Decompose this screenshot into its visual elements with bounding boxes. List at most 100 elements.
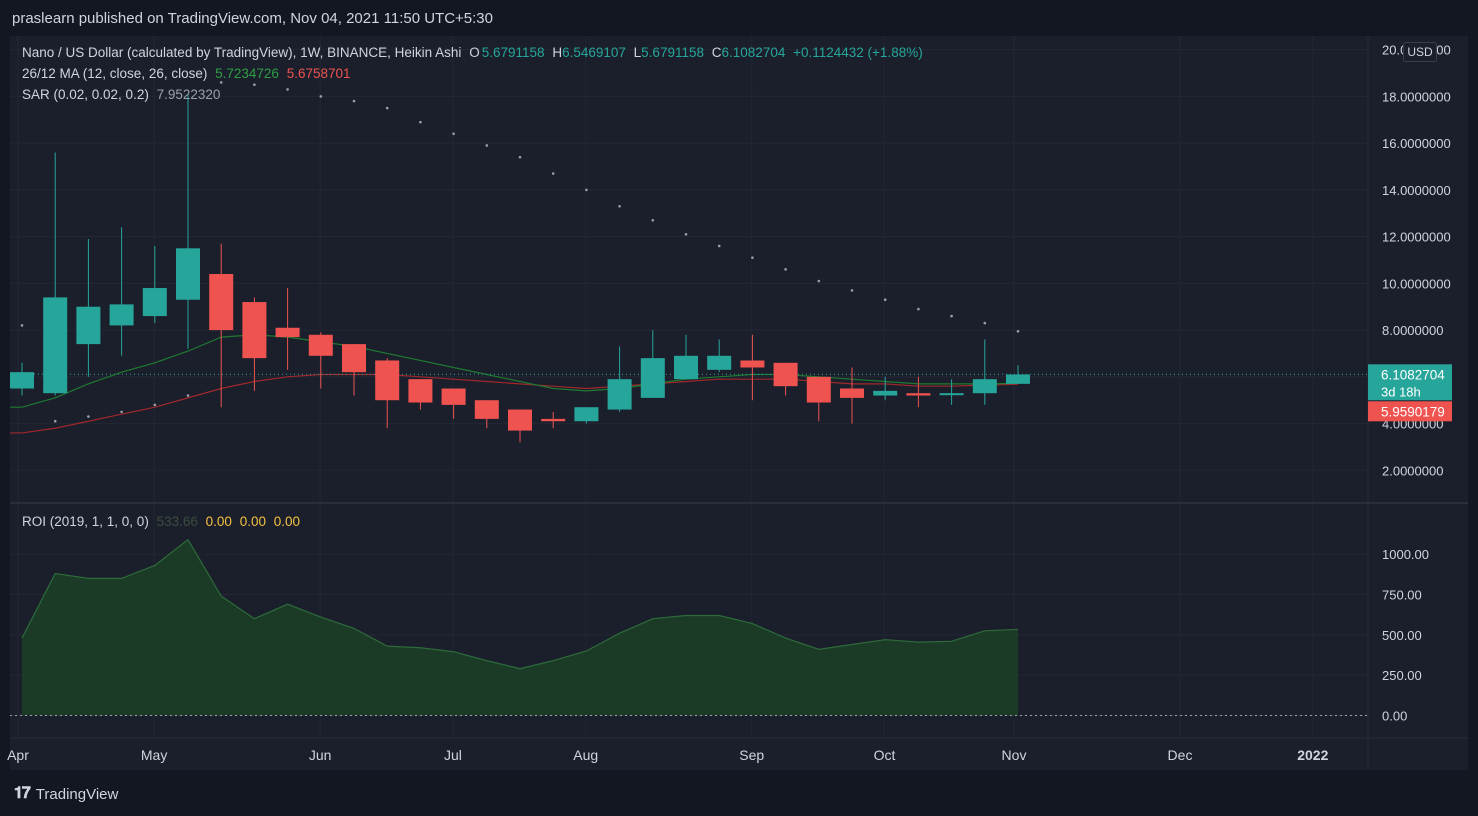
candle-body bbox=[176, 248, 200, 300]
ma-fast-line bbox=[10, 334, 1019, 408]
ma-slow-line bbox=[10, 373, 1019, 434]
ma-legend[interactable]: 26/12 MA (12, close, 26, close) 5.723472… bbox=[22, 66, 355, 81]
candle-body bbox=[43, 297, 68, 394]
candle bbox=[674, 334, 698, 380]
candle-body bbox=[740, 360, 765, 368]
sar-dot bbox=[651, 218, 655, 222]
time-tick-label: Jun bbox=[309, 747, 332, 763]
candle bbox=[574, 407, 599, 424]
o-value: 5.6791158 bbox=[481, 45, 545, 60]
price-tick-label: 18.0000000 bbox=[1382, 89, 1451, 104]
candle bbox=[906, 376, 931, 408]
sar-dot bbox=[917, 307, 920, 311]
candle-layer bbox=[10, 94, 1030, 443]
top-bar: praslearn published on TradingView.com, … bbox=[0, 0, 1478, 36]
candle bbox=[375, 358, 400, 429]
candle-body bbox=[10, 372, 34, 389]
sar-dot bbox=[585, 188, 588, 192]
sar-dot bbox=[950, 314, 953, 318]
ma-layer bbox=[10, 334, 1368, 434]
last-price-tag bbox=[1368, 364, 1452, 401]
roi-legend[interactable]: ROI (2019, 1, 1, 0, 0) 533.66 0.00 0.00 … bbox=[22, 514, 304, 529]
candle bbox=[10, 362, 34, 396]
sar-dot bbox=[684, 232, 688, 236]
roi-value: 533.66 bbox=[156, 514, 198, 529]
roi-tick-label: 750.00 bbox=[1382, 588, 1422, 603]
candle bbox=[541, 411, 566, 429]
candle bbox=[275, 288, 300, 370]
sar-dot bbox=[419, 120, 422, 124]
candle bbox=[142, 245, 167, 324]
tag-layer: 6.1082704 3d 18h 5.9590179 bbox=[1368, 364, 1452, 422]
o-label: O bbox=[469, 45, 480, 60]
candle bbox=[43, 152, 68, 396]
published-info: praslearn published on TradingView.com, … bbox=[12, 10, 493, 27]
candle bbox=[806, 376, 831, 422]
candle bbox=[873, 376, 898, 401]
sar-dot bbox=[53, 419, 57, 423]
candle-body bbox=[541, 418, 566, 422]
sar-legend[interactable]: SAR (0.02, 0.02, 0.2) 7.9522320 bbox=[22, 87, 224, 102]
candle-body bbox=[109, 304, 134, 326]
candle bbox=[209, 243, 234, 408]
candle-body bbox=[640, 358, 665, 398]
price-tick-label: 12.0000000 bbox=[1382, 230, 1451, 245]
candle-body bbox=[441, 388, 466, 405]
sar-dot bbox=[286, 88, 289, 91]
time-tick-label: Jul bbox=[444, 747, 462, 763]
tradingview-logo[interactable]: 𝟏𝟕 TradingView bbox=[14, 785, 118, 803]
sar-dot bbox=[120, 410, 123, 414]
candle-body bbox=[508, 409, 532, 431]
currency-button[interactable]: USD bbox=[1403, 42, 1437, 62]
sar-dot bbox=[20, 324, 24, 327]
c-value: 6.1082704 bbox=[721, 45, 786, 60]
price-tick-label: 10.0000000 bbox=[1382, 276, 1451, 291]
roi-tick-label: 500.00 bbox=[1382, 628, 1422, 643]
sar-layer bbox=[20, 81, 1020, 423]
price-tick-label: 14.0000000 bbox=[1382, 183, 1451, 198]
sar-dot bbox=[817, 279, 821, 283]
candle bbox=[972, 339, 997, 405]
l-value: 5.6791158 bbox=[641, 45, 704, 60]
time-tick-label: May bbox=[141, 747, 167, 763]
l-label: L bbox=[633, 45, 642, 60]
candle-body bbox=[707, 355, 732, 370]
candle bbox=[242, 297, 267, 391]
sar-dot bbox=[485, 144, 489, 147]
candle-body bbox=[408, 379, 433, 403]
candle-body bbox=[474, 400, 499, 419]
candle bbox=[508, 409, 532, 443]
candle-body bbox=[76, 306, 101, 345]
candle-body bbox=[242, 302, 267, 359]
candle bbox=[740, 334, 765, 401]
candle bbox=[408, 379, 433, 410]
time-tick-label: Sep bbox=[739, 747, 764, 763]
bottom-bar bbox=[0, 770, 1478, 816]
candle-body bbox=[873, 390, 898, 396]
roi-tick-label: 0.00 bbox=[1382, 708, 1407, 723]
candle-body bbox=[773, 362, 798, 387]
tradingview-brand: TradingView bbox=[35, 785, 119, 803]
sar-dot bbox=[319, 95, 323, 98]
roi-line bbox=[21, 538, 1019, 670]
time-tick-label: 2022 bbox=[1297, 747, 1328, 763]
symbol-title: Nano / US Dollar (calculated by TradingV… bbox=[22, 45, 462, 60]
candle bbox=[76, 238, 101, 377]
candle bbox=[342, 344, 366, 396]
sar-dot bbox=[253, 83, 256, 87]
sar-dot bbox=[87, 415, 90, 418]
candle bbox=[840, 367, 864, 424]
time-tick-label: Oct bbox=[874, 747, 896, 763]
ma-tag-value: 5.9590179 bbox=[1381, 404, 1445, 419]
candle bbox=[773, 362, 798, 396]
candle-body bbox=[607, 379, 632, 410]
roi-tick-label: 1000.00 bbox=[1382, 547, 1429, 562]
sar-dot bbox=[186, 394, 190, 397]
roi-zero-2: 0.00 bbox=[239, 514, 266, 529]
candle bbox=[607, 346, 632, 412]
ma-label: 26/12 MA (12, close, 26, close) bbox=[22, 66, 208, 81]
sar-dot bbox=[751, 256, 754, 259]
candle bbox=[474, 400, 499, 429]
price-tick-label: 16.0000000 bbox=[1382, 136, 1451, 151]
